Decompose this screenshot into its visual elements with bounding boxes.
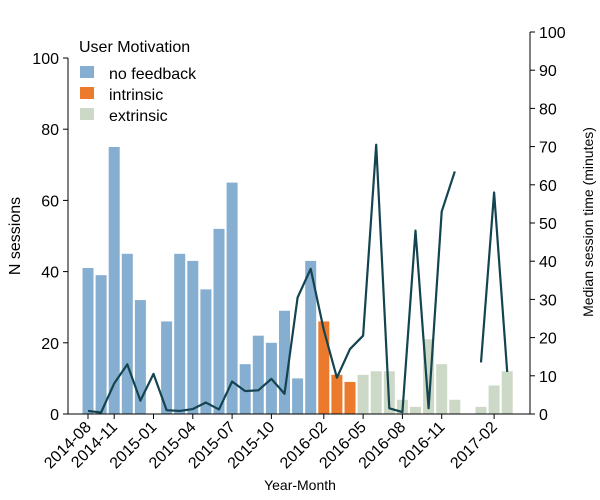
legend: User Motivation no feedback intrinsic ex… xyxy=(79,39,197,125)
x-axis-label: Year-Month xyxy=(264,477,336,493)
bar-2017-04 xyxy=(501,371,513,414)
median-line-group xyxy=(87,143,509,414)
bar-2015-02 xyxy=(161,321,173,414)
y2-tick-label: 70 xyxy=(539,140,557,157)
y-tick-label: 100 xyxy=(32,51,59,68)
bar-2016-10 xyxy=(423,339,435,414)
bar-2016-01 xyxy=(305,260,317,414)
y-tick-label: 20 xyxy=(41,336,59,353)
legend-label-no-feedback: no feedback xyxy=(109,66,197,83)
y2-tick-label: 30 xyxy=(539,292,557,309)
legend-title: User Motivation xyxy=(79,39,190,56)
y2-tick-label: 50 xyxy=(539,216,557,233)
y2-tick-label: 20 xyxy=(539,331,557,348)
bar-2016-04 xyxy=(344,381,356,414)
bar-2015-05 xyxy=(200,289,212,414)
median-line-segment-2 xyxy=(479,191,509,373)
x-tick-label: 2017-02 xyxy=(447,419,501,473)
x-ticks: 2014-082014-112015-012015-042015-072015-… xyxy=(41,414,501,472)
y2-tick-label: 80 xyxy=(539,101,557,118)
bar-2016-11 xyxy=(436,364,448,414)
y2-tick-label: 100 xyxy=(539,25,566,42)
bar-2015-07 xyxy=(226,182,238,414)
y2-tick-label: 40 xyxy=(539,254,557,271)
y2-tick-label: 0 xyxy=(539,407,548,424)
bar-2015-11 xyxy=(279,310,290,414)
legend-swatch-no-feedback xyxy=(80,66,94,78)
bar-2016-02 xyxy=(318,321,330,414)
y-tick-label: 0 xyxy=(50,407,59,424)
legend-label-intrinsic: intrinsic xyxy=(109,87,163,104)
bar-2015-04 xyxy=(187,260,199,414)
bar-2017-02 xyxy=(475,406,487,414)
y-tick-label: 80 xyxy=(41,122,59,139)
bar-2016-06 xyxy=(370,371,382,414)
bar-2016-03 xyxy=(331,374,343,414)
bar-2016-05 xyxy=(357,374,369,414)
median-line-segment-1 xyxy=(87,143,456,414)
bar-2016-12 xyxy=(449,399,461,414)
bar-2015-09 xyxy=(252,335,264,414)
y2-tick-label: 90 xyxy=(539,63,557,80)
y2-tick-label: 60 xyxy=(539,178,557,195)
y2-tick-label: 10 xyxy=(539,369,557,386)
y-tick-label: 60 xyxy=(41,193,59,210)
bar-2014-08 xyxy=(82,268,94,414)
y-tick-label: 40 xyxy=(41,265,59,282)
bar-2016-09 xyxy=(410,406,421,414)
y-ticks-left: 0 20 40 60 80 100 xyxy=(32,51,68,424)
y2-axis-label: Median session time (minutes) xyxy=(580,127,596,317)
bar-2015-12 xyxy=(292,378,304,414)
bar-2017-03 xyxy=(488,385,500,414)
y-ticks-right: 0 10 20 30 40 50 60 70 80 90 100 xyxy=(530,25,566,424)
bar-2015-03 xyxy=(174,253,186,414)
legend-swatch-extrinsic xyxy=(80,108,94,120)
bar-2015-08 xyxy=(239,364,251,414)
bar-2014-09 xyxy=(95,275,107,414)
legend-label-extrinsic: extrinsic xyxy=(109,108,168,125)
bar-2014-12 xyxy=(134,300,146,414)
bar-2014-11 xyxy=(121,253,133,414)
y-axis-label: N sessions xyxy=(7,197,24,275)
legend-swatch-intrinsic xyxy=(80,87,94,99)
bar-2014-10 xyxy=(108,147,120,414)
bar-2015-06 xyxy=(213,228,225,414)
bars-group xyxy=(82,147,513,414)
